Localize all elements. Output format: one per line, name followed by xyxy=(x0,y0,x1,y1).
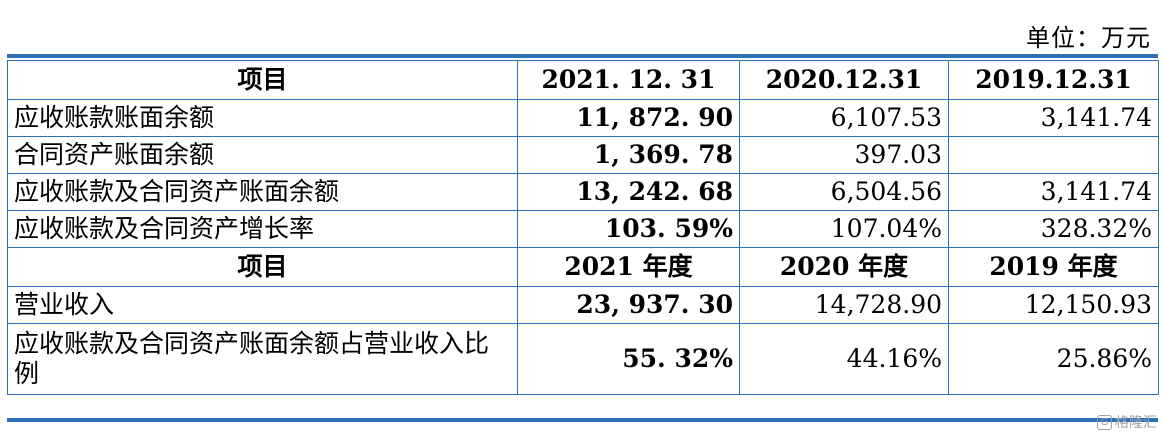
value-2021: 103. 59% xyxy=(517,210,740,248)
unit-label: 单位：万元 xyxy=(1026,24,1151,52)
header-row-2: 项目 2021 年度 2020 年度 2019 年度 xyxy=(7,247,1159,287)
top-rule xyxy=(7,54,1158,58)
value-2021: 23, 937. 30 xyxy=(517,286,740,324)
header-cell: 项目 xyxy=(7,60,518,100)
value-2019 xyxy=(948,136,1159,174)
row-label: 合同资产账面余额 xyxy=(7,136,518,174)
row-label: 应收账款及合同资产账面余额占营业收入比例 xyxy=(7,323,518,395)
value-2021: 13, 242. 68 xyxy=(517,173,740,211)
row-label: 应收账款账面余额 xyxy=(7,99,518,137)
value-2019: 25.86% xyxy=(948,323,1159,395)
value-2020: 397.03 xyxy=(739,136,949,174)
watermark-text: 格隆汇 xyxy=(1115,415,1157,431)
value-2020: 14,728.90 xyxy=(739,286,949,324)
header-cell: 2020.12.31 xyxy=(739,60,949,100)
header-cell: 项目 xyxy=(7,247,518,287)
table-row: 应收账款及合同资产账面余额 13, 242. 68 6,504.56 3,141… xyxy=(7,173,1159,211)
table-row: 合同资产账面余额 1, 369. 78 397.03 xyxy=(7,136,1159,174)
header-cell: 2019 年度 xyxy=(948,247,1159,287)
row-label: 营业收入 xyxy=(7,286,518,324)
watermark: G 格隆汇 xyxy=(1097,412,1157,432)
table-row: 应收账款账面余额 11, 872. 90 6,107.53 3,141.74 xyxy=(7,99,1159,137)
header-cell: 2021. 12. 31 xyxy=(517,60,740,100)
header-cell: 2020 年度 xyxy=(739,247,949,287)
value-2020: 6,107.53 xyxy=(739,99,949,137)
row-label: 应收账款及合同资产账面余额 xyxy=(7,173,518,211)
value-2021: 55. 32% xyxy=(517,323,740,395)
value-2020: 44.16% xyxy=(739,323,949,395)
value-2020: 6,504.56 xyxy=(739,173,949,211)
table-row: 营业收入 23, 937. 30 14,728.90 12,150.93 xyxy=(7,286,1159,324)
table-row: 应收账款及合同资产增长率 103. 59% 107.04% 328.32% xyxy=(7,210,1159,248)
header-cell: 2021 年度 xyxy=(517,247,740,287)
value-2019: 3,141.74 xyxy=(948,99,1159,137)
financial-table: 项目 2021. 12. 31 2020.12.31 2019.12.31 应收… xyxy=(7,60,1159,395)
bottom-rule xyxy=(7,418,1158,422)
value-2021: 11, 872. 90 xyxy=(517,99,740,137)
table-row: 应收账款及合同资产账面余额占营业收入比例 55. 32% 44.16% 25.8… xyxy=(7,323,1159,395)
header-row-1: 项目 2021. 12. 31 2020.12.31 2019.12.31 xyxy=(7,60,1159,100)
watermark-logo-icon: G xyxy=(1097,414,1112,430)
row-label: 应收账款及合同资产增长率 xyxy=(7,210,518,248)
value-2020: 107.04% xyxy=(739,210,949,248)
header-cell: 2019.12.31 xyxy=(948,60,1159,100)
value-2019: 12,150.93 xyxy=(948,286,1159,324)
value-2021: 1, 369. 78 xyxy=(517,136,740,174)
value-2019: 3,141.74 xyxy=(948,173,1159,211)
value-2019: 328.32% xyxy=(948,210,1159,248)
